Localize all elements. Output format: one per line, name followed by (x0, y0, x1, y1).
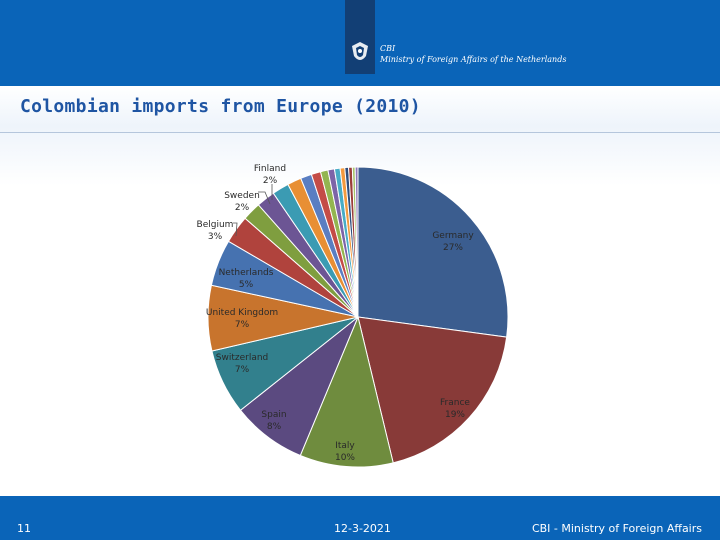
pie-slice (354, 166, 359, 318)
slice-label-switzerland: Switzerland 7% (216, 353, 269, 375)
pie-slice-italy (299, 315, 394, 468)
leader-line-belgium (233, 222, 238, 237)
header-bar: CBI Ministry of Foreign Affairs of the N… (0, 0, 720, 86)
pie-slice-france (357, 316, 508, 464)
slice-label-netherlands: Netherlands 5% (219, 268, 274, 290)
slide-title: Colombian imports from Europe (2010) (20, 96, 421, 117)
coat-of-arms-icon (352, 42, 368, 60)
slice-label-france: France 19% (440, 398, 470, 420)
slice-label-italy: Italy 10% (335, 441, 355, 463)
footer-bar: 11 12-3-2021 CBI - Ministry of Foreign A… (0, 496, 720, 540)
page-number: 11 (17, 522, 31, 535)
slice-label-sweden: Sweden 2% (224, 191, 260, 213)
slice-label-spain: Spain 8% (261, 410, 286, 432)
title-divider (0, 132, 720, 133)
logo-line-1: CBI (380, 44, 396, 53)
logo-block (345, 0, 375, 74)
footer-organization: CBI - Ministry of Foreign Affairs (531, 522, 702, 535)
slice-label-finland: Finland 2% (254, 164, 286, 186)
pie-chart: Germany 27% France 19% Italy 10% Spain 8% Switze… (197, 164, 509, 468)
pie-slice-germany (357, 166, 509, 338)
slice-label-germany: Germany 27% (432, 231, 474, 253)
logo-text: CBI Ministry of Foreign Affairs of the N… (380, 43, 566, 65)
footer-date: 12-3-2021 (334, 522, 391, 535)
slice-label-belgium: Belgium 3% (197, 220, 234, 242)
slice-label-united-kingdom: United Kingdom 7% (206, 308, 278, 330)
leader-line-sweden (258, 191, 271, 205)
logo-line-2: Ministry of Foreign Affairs of the Nethe… (380, 55, 567, 64)
